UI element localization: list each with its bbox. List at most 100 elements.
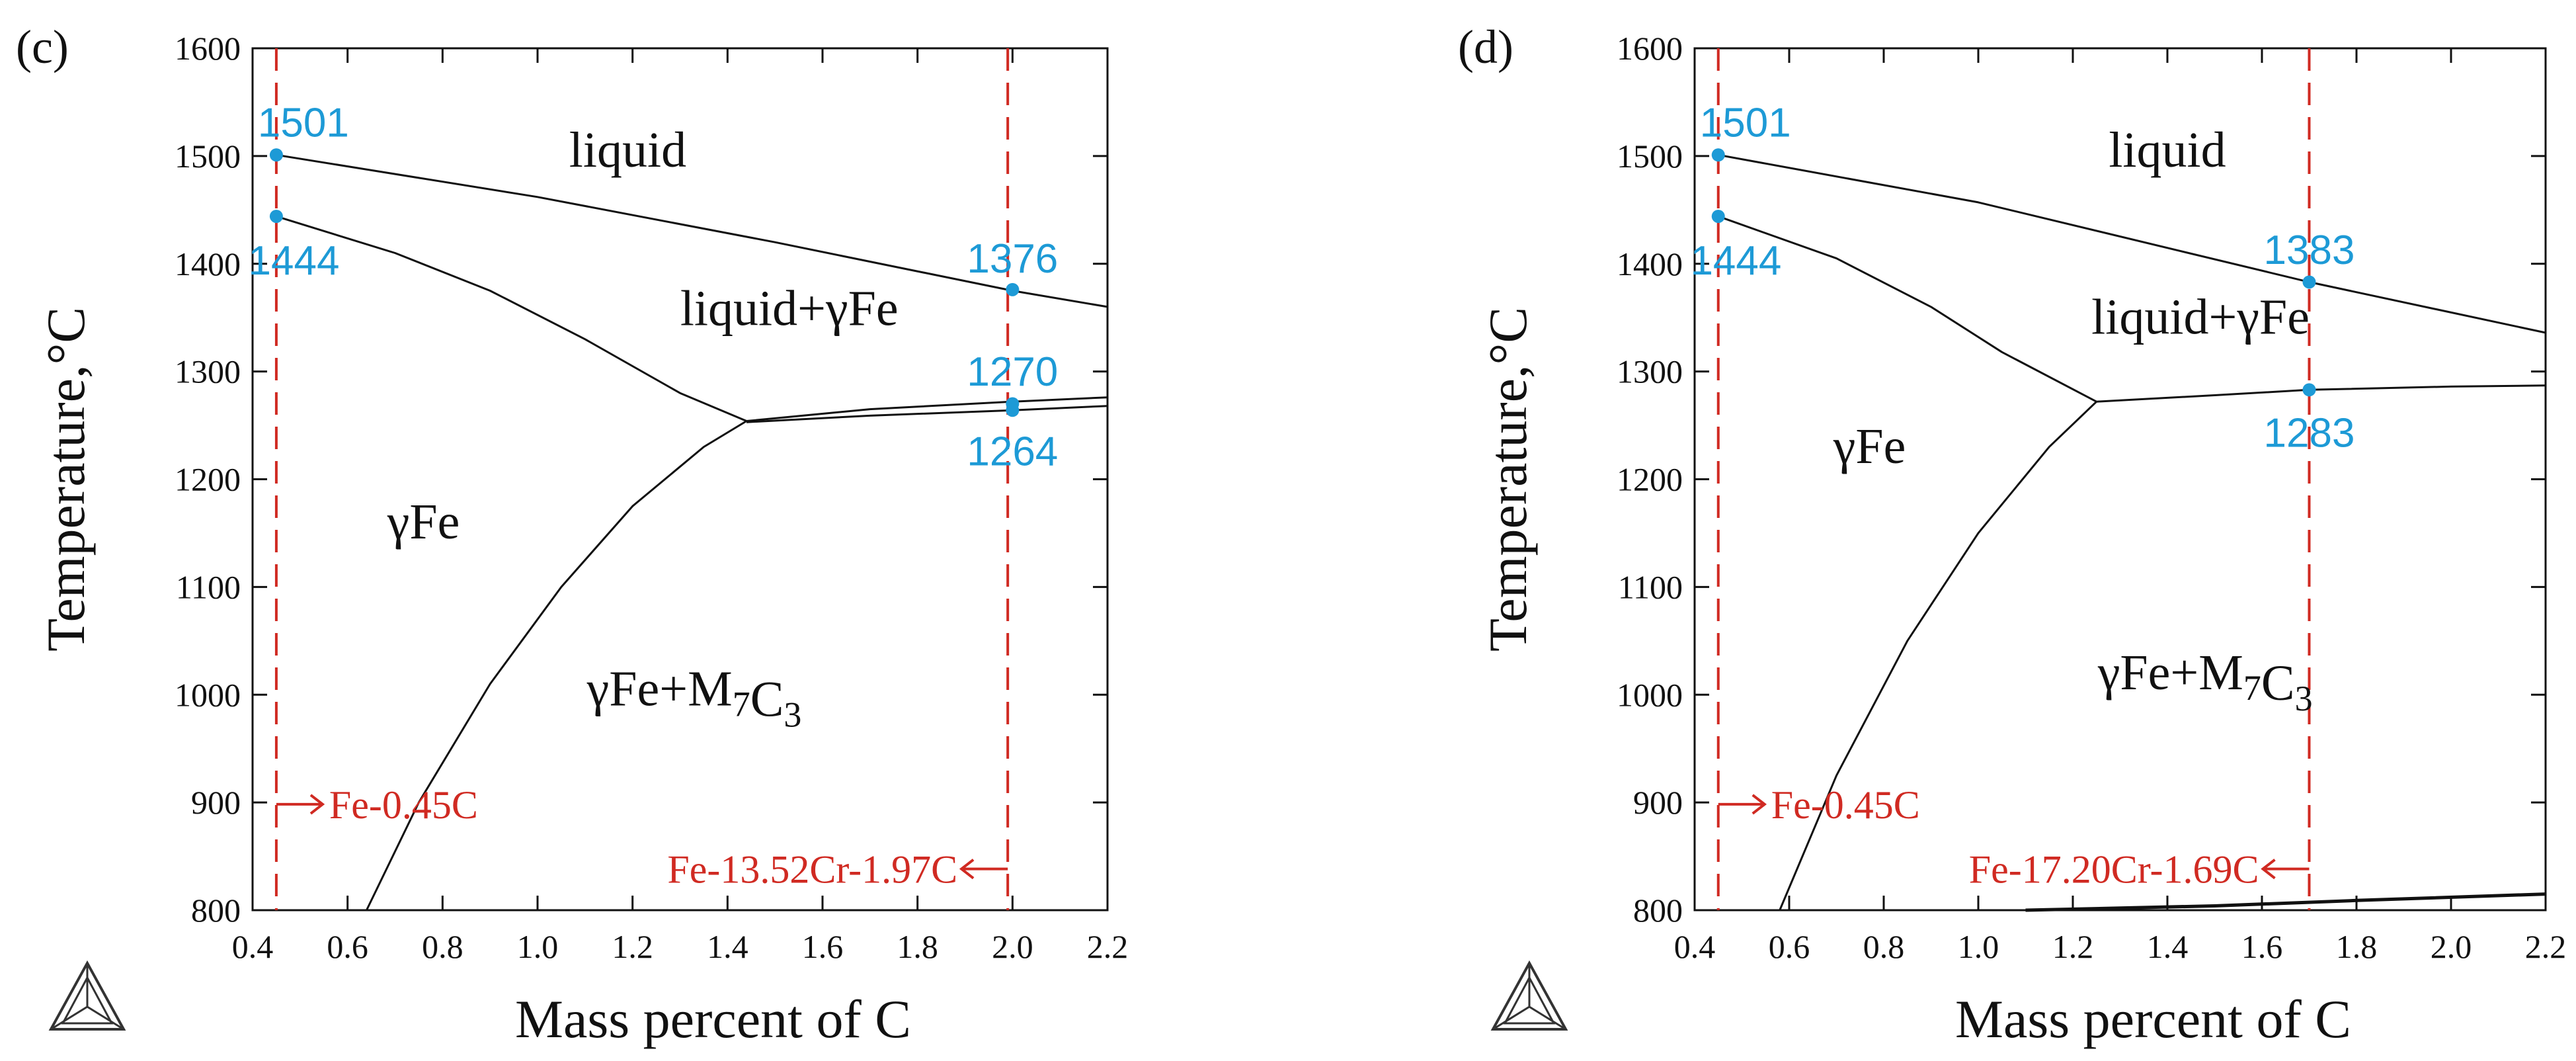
data-point-label: 1376 — [967, 236, 1058, 282]
y-tick-label: 1300 — [175, 353, 241, 390]
logo-outer-triangle — [48, 960, 126, 1031]
data-point — [1006, 282, 1020, 296]
region-label-text: γFe — [1833, 419, 1906, 474]
logo-spoke — [1492, 1005, 1530, 1031]
data-point-label: 1501 — [258, 101, 349, 146]
x-tick-label: 1.2 — [612, 928, 653, 965]
data-point — [269, 210, 283, 224]
alloy-label: Fe-0.45C — [1771, 783, 1920, 827]
region-liquid-gamma: liquid+γFe — [680, 281, 899, 337]
y-axis-title: Temperature,°C — [36, 307, 96, 652]
alloy-label: Fe-13.52Cr-1.97C — [667, 848, 957, 892]
data-point-label: 1383 — [2264, 228, 2355, 273]
alloy-arrow-head — [959, 859, 975, 880]
y-tick-label: 1200 — [175, 461, 241, 498]
panel-c: 0.4 0.6 0.8 1.0 1.2 1.4 1.6 1.8 2.0 2.2 800 900 1000… — [16, 21, 1128, 1049]
software-logo-icon — [48, 960, 126, 1031]
x-tick-label: 1.4 — [2147, 928, 2189, 965]
region-label-text: γFe+M — [2097, 645, 2243, 700]
y-tick-label: 1300 — [1617, 353, 1683, 390]
x-tick-label: 1.0 — [517, 928, 559, 965]
y-tick-label: 1000 — [1617, 676, 1683, 713]
y-tick-label: 1600 — [1617, 30, 1683, 67]
y-tick-label: 1500 — [175, 138, 241, 175]
y-tick-label: 800 — [1633, 892, 1683, 929]
x-tick-label: 2.2 — [1087, 928, 1129, 965]
region-label-text: γFe+M — [586, 661, 733, 717]
region-gamma: γFe — [387, 494, 460, 550]
logo-inner-triangle — [1503, 975, 1556, 1025]
phase-boundary-low-boundary — [2025, 892, 2546, 912]
region-label-text: liquid — [2109, 122, 2226, 178]
y-axis-title: Temperature,°C — [1478, 307, 1538, 652]
panel-label: (c) — [16, 21, 69, 73]
x-tick-label: 1.6 — [2241, 928, 2283, 965]
panel-label: (d) — [1458, 21, 1513, 73]
x-tick-label: 1.4 — [707, 928, 748, 965]
data-point — [1711, 148, 1725, 162]
region-label-subscript: 7 — [2243, 668, 2261, 708]
region-liquid: liquid — [569, 122, 686, 178]
y-tick-label: 1100 — [176, 568, 241, 605]
region-label-subscript: 3 — [2295, 679, 2313, 718]
region-label-text: liquid — [569, 122, 686, 178]
x-tick-label: 0.4 — [1674, 928, 1716, 965]
region-gamma: γFe — [1833, 419, 1906, 474]
region-gamma-m7c3: γFe+M7C3 — [2097, 645, 2313, 718]
alloy-label: Fe-0.45C — [329, 783, 478, 827]
phase-boundary-gamma-solvus — [1779, 401, 2097, 911]
y-tick-label: 900 — [1633, 784, 1683, 821]
y-tick-label: 900 — [191, 784, 241, 821]
phase-boundary-m7c3-boundary — [2096, 384, 2546, 403]
y-tick-label: 1200 — [1617, 461, 1683, 498]
region-label-subscript: 3 — [784, 695, 801, 735]
y-tick-label: 1600 — [175, 30, 241, 67]
region-label-text: C — [750, 672, 784, 728]
logo-spoke — [1529, 1005, 1566, 1031]
logo-spoke — [50, 1005, 88, 1031]
logo-spoke — [87, 1005, 124, 1031]
region-liquid: liquid — [2109, 122, 2226, 178]
x-tick-label: 1.8 — [2336, 928, 2378, 965]
x-tick-label: 2.0 — [992, 928, 1033, 965]
data-point-label: 1283 — [2264, 411, 2355, 456]
x-tick-label: 1.8 — [897, 928, 938, 965]
x-tick-label: 0.8 — [422, 928, 463, 965]
y-tick-label: 800 — [191, 892, 241, 929]
data-point — [269, 148, 283, 162]
x-tick-label: 0.4 — [232, 928, 274, 965]
software-logo-icon — [1490, 960, 1568, 1031]
x-axis-title: Mass percent of C — [1955, 989, 2351, 1049]
x-tick-label: 2.2 — [2525, 928, 2567, 965]
phase-boundary-m7c3-lower — [746, 405, 1108, 423]
logo-inner-triangle — [61, 975, 114, 1025]
alloy-arrow-head — [309, 794, 325, 815]
logo-outer-triangle — [1490, 960, 1568, 1031]
data-point-label: 1444 — [249, 238, 340, 284]
panel-d: 0.4 0.6 0.8 1.0 1.2 1.4 1.6 1.8 2.0 2.2 800 900 1000… — [1458, 21, 2566, 1049]
x-tick-label: 0.6 — [327, 928, 368, 965]
region-liquid-gamma: liquid+γFe — [2091, 290, 2310, 345]
region-label-text: C — [2261, 656, 2295, 711]
x-tick-label: 1.0 — [1958, 928, 1999, 965]
data-point-label: 1444 — [1690, 238, 1781, 284]
alloy-arrow-head — [2261, 859, 2276, 880]
x-axis-title: Mass percent of C — [515, 989, 911, 1049]
y-tick-label: 1400 — [175, 245, 241, 282]
phase-boundary-liquidus — [276, 153, 1108, 308]
alloy-label: Fe-17.20Cr-1.69C — [1969, 848, 2259, 892]
data-point — [1711, 210, 1725, 224]
x-tick-label: 2.0 — [2431, 928, 2472, 965]
region-label-text: liquid+γFe — [680, 281, 899, 337]
data-point-label: 1270 — [967, 349, 1058, 395]
y-tick-label: 1400 — [1617, 245, 1683, 282]
phase-boundary-gamma-liquidus — [1718, 215, 2097, 403]
x-tick-label: 0.8 — [1863, 928, 1905, 965]
data-point — [2302, 383, 2316, 397]
data-point-label: 1501 — [1700, 101, 1791, 146]
region-gamma-m7c3: γFe+M7C3 — [586, 661, 802, 735]
y-tick-label: 1500 — [1617, 138, 1683, 175]
x-tick-label: 0.6 — [1769, 928, 1810, 965]
data-point-label: 1264 — [967, 429, 1058, 474]
